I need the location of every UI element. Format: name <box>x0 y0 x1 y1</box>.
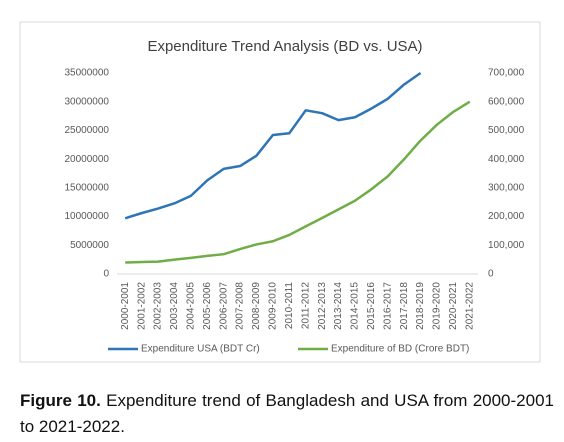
y-tick-label: 35000000 <box>65 68 110 79</box>
x-tick-label: 2011-2012 <box>300 282 311 330</box>
x-tick-label: 2008-2009 <box>251 282 262 330</box>
caption-text: Expenditure trend of Bangladesh and USA … <box>20 391 554 436</box>
x-tick-label: 2012-2013 <box>317 282 328 330</box>
chart-title: Expenditure Trend Analysis (BD vs. USA) <box>147 38 422 55</box>
series-line <box>124 71 422 220</box>
series-line <box>125 100 471 264</box>
x-tick-label: 2017-2018 <box>399 282 410 330</box>
x-tick-label: 2018-2019 <box>415 282 426 330</box>
x-tick-label: 2009-2010 <box>268 282 279 330</box>
x-tick-label: 2006-2007 <box>218 282 229 330</box>
x-tick-label: 2014-2015 <box>350 282 361 330</box>
y-tick-label: 30000000 <box>65 96 110 107</box>
y2-tick-label: 100,000 <box>488 240 525 251</box>
y2-tick-label: 400,000 <box>488 154 525 165</box>
y2-tick-label: 200,000 <box>488 211 525 222</box>
x-tick-label: 2021-2022 <box>464 282 475 330</box>
x-tick-label: 2019-2020 <box>432 282 443 330</box>
x-tick-label: 2000-2001 <box>120 282 131 330</box>
x-tick-label: 2015-2016 <box>366 282 377 330</box>
x-tick-label: 2004-2005 <box>185 282 196 330</box>
x-tick-label: 2005-2006 <box>202 282 213 330</box>
y-tick-label: 25000000 <box>65 125 110 136</box>
chart-frame <box>19 21 541 363</box>
x-tick-label: 2002-2003 <box>153 282 164 330</box>
x-tick-label: 2010-2011 <box>284 282 295 330</box>
legend-label: Expenditure of BD (Crore BDT) <box>331 344 469 355</box>
y2-tick-label: 500,000 <box>488 125 525 136</box>
y-tick-label: 15000000 <box>65 182 110 193</box>
y-tick-label: 0 <box>103 269 109 280</box>
caption-label: Figure 10. <box>20 391 101 410</box>
y2-tick-label: 600,000 <box>488 96 525 107</box>
y-tick-label: 5000000 <box>70 240 109 251</box>
chart: Expenditure Trend Analysis (BD vs. USA) … <box>19 21 541 363</box>
x-tick-label: 2020-2021 <box>448 282 459 330</box>
y2-tick-label: 700,000 <box>488 68 525 79</box>
legend-label: Expenditure USA (BDT Cr) <box>141 344 260 355</box>
y2-tick-label: 300,000 <box>488 182 525 193</box>
x-tick-label: 2013-2014 <box>333 282 344 330</box>
x-tick-label: 2001-2002 <box>136 282 147 330</box>
x-tick-label: 2016-2017 <box>382 282 393 330</box>
y2-tick-label: 0 <box>488 269 494 280</box>
x-tick-label: 2003-2004 <box>169 282 180 330</box>
caption: Figure 10. Expenditure trend of Banglade… <box>20 388 554 440</box>
y-tick-label: 10000000 <box>65 211 110 222</box>
y-tick-label: 20000000 <box>65 154 110 165</box>
x-tick-label: 2007-2008 <box>235 282 246 330</box>
